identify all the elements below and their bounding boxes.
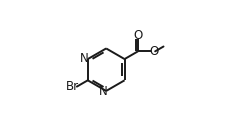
Text: O: O bbox=[133, 29, 142, 42]
Text: N: N bbox=[98, 85, 107, 98]
Text: Br: Br bbox=[66, 80, 79, 93]
Text: O: O bbox=[149, 45, 158, 58]
Text: N: N bbox=[80, 52, 88, 65]
